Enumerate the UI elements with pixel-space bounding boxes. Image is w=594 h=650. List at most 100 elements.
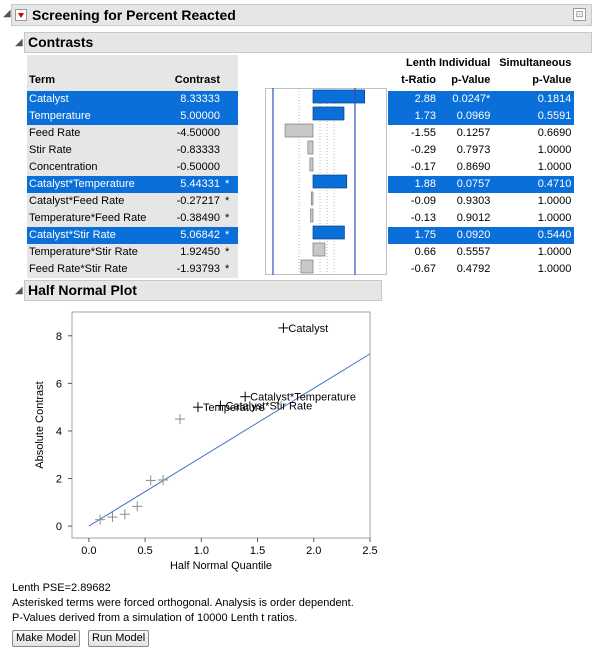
orthogonal-star-cell: * — [222, 210, 238, 227]
lenth-t-ratio-cell: 1.88 — [388, 176, 439, 193]
contrast-row[interactable]: Catalyst*Feed Rate -0.27217 * -0.09 0.9303 1.… — [27, 193, 574, 210]
data-point[interactable] — [192, 402, 203, 413]
bar-chart-frame — [265, 88, 387, 275]
orthogonal-star-cell — [222, 91, 238, 108]
data-point[interactable] — [215, 400, 226, 411]
contrast-bar — [310, 208, 314, 223]
simultaneous-header-bottom: p-Value — [532, 74, 572, 86]
point-label: Catalyst — [288, 323, 328, 335]
contrast-row[interactable]: Feed Rate -4.50000 -1.55 0.1257 0.6690 — [27, 125, 574, 142]
lenth-t-ratio-cell: -0.13 — [410, 212, 436, 224]
contrast-row[interactable]: Catalyst*Temperature 5.44331 * 1.88 0.0757 0.… — [27, 176, 575, 193]
pin-icon[interactable]: ⊡ — [573, 8, 586, 21]
lenth-t-ratio-cell: 0.66 — [414, 246, 436, 258]
data-point[interactable] — [240, 391, 251, 402]
contrasts-disclosure-icon[interactable]: ◢ — [15, 37, 23, 48]
individual-p-value-cell: 0.0920 — [439, 227, 494, 244]
contrast-value-cell: -0.50000 — [158, 159, 222, 176]
individual-p-value-cell: 0.1257 — [456, 127, 491, 139]
term-cell: Catalyst*Temperature — [27, 176, 158, 193]
data-point[interactable] — [132, 501, 143, 512]
simultaneous-column-header[interactable]: Simultaneous p-Value — [493, 55, 575, 91]
star-column-header — [222, 55, 238, 91]
orthogonal-star-cell: * — [222, 176, 238, 193]
orthogonal-star-cell — [222, 159, 238, 176]
data-point[interactable] — [95, 514, 106, 525]
term-cell: Temperature — [27, 108, 158, 125]
make-model-button[interactable]: Make Model — [12, 630, 80, 647]
data-point[interactable] — [158, 474, 169, 485]
individual-p-value-cell: 0.0969 — [439, 108, 494, 125]
data-point[interactable] — [145, 475, 156, 486]
x-tick-label: 1.5 — [250, 545, 265, 557]
data-point[interactable] — [278, 322, 289, 333]
contrast-row[interactable]: Stir Rate -0.83333 -0.29 0.7973 1.0000 — [27, 142, 574, 159]
half-normal-disclosure-icon[interactable]: ◢ — [15, 285, 23, 296]
contrast-row[interactable]: Catalyst*Stir Rate 5.06842 * 1.75 0.0920 0.54… — [27, 227, 575, 244]
contrast-value-cell: -0.83333 — [158, 142, 222, 159]
x-tick-label: 2.5 — [362, 545, 377, 557]
lenth-header-bottom: t-Ratio — [401, 74, 436, 86]
term-cell: Catalyst*Feed Rate — [27, 193, 158, 210]
y-tick-label: 6 — [56, 378, 62, 390]
contrast-bar — [312, 225, 345, 240]
contrast-bar — [312, 89, 366, 104]
point-label: Catalyst*Stir Rate — [225, 400, 312, 412]
individual-column-header[interactable]: Individual p-Value — [439, 55, 494, 91]
contrast-bar — [284, 123, 314, 138]
term-cell: Temperature*Feed Rate — [27, 210, 158, 227]
individual-p-value-cell: 0.0757 — [439, 176, 494, 193]
individual-p-value-cell: 0.0247* — [439, 91, 494, 108]
contrasts-header — [24, 32, 592, 53]
half-normal-header — [24, 280, 382, 301]
contrast-bar — [310, 191, 314, 206]
orthogonal-star-cell: * — [222, 227, 238, 244]
individual-p-value-cell: 0.7973 — [456, 144, 491, 156]
contrast-row[interactable]: Feed Rate*Stir Rate -1.93793 * -0.67 0.4792 1… — [27, 261, 574, 278]
individual-p-value-cell: 0.5557 — [456, 246, 491, 258]
lenth-column-header[interactable]: Lenth t-Ratio — [388, 55, 439, 91]
contrast-row[interactable]: Temperature 5.00000 1.73 0.0969 0.5591 — [27, 108, 575, 125]
report-header — [11, 4, 592, 26]
simultaneous-p-value-cell: 1.0000 — [537, 263, 572, 275]
data-point[interactable] — [174, 414, 185, 425]
term-cell: Feed Rate*Stir Rate — [27, 261, 158, 278]
contrast-value-cell: 5.06842 — [158, 227, 222, 244]
orthogonal-star-cell — [222, 108, 238, 125]
lenth-t-ratio-cell: -0.09 — [410, 195, 436, 207]
simultaneous-p-value-cell: 1.0000 — [537, 212, 572, 224]
x-tick-label: 0.0 — [81, 545, 96, 557]
orthogonal-star-cell — [222, 142, 238, 159]
reference-line — [88, 353, 371, 527]
red-triangle-menu-icon[interactable] — [15, 9, 27, 21]
half-normal-plot: 0.0 0.5 1.0 1.5 2.0 2.502468TemperatureCataly… — [34, 311, 378, 572]
y-tick-label: 8 — [56, 331, 62, 343]
report-disclosure-icon[interactable]: ◢ — [3, 8, 11, 19]
point-label: Catalyst*Temperature — [250, 392, 356, 404]
contrast-bar — [312, 106, 345, 121]
report-title: Screening for Percent Reacted — [32, 7, 236, 23]
lenth-t-ratio-cell: -0.17 — [410, 161, 436, 173]
x-tick-label: 1.0 — [194, 545, 209, 557]
individual-p-value-cell: 0.8690 — [456, 161, 491, 173]
lenth-t-ratio-cell: -0.67 — [410, 263, 436, 275]
contrast-column-header[interactable]: Contrast — [158, 55, 222, 91]
lenth-t-ratio-cell: -0.29 — [410, 144, 436, 156]
term-cell: Catalyst — [27, 91, 158, 108]
term-cell: Temperature*Stir Rate — [27, 244, 158, 261]
pvalue-note: P-Values derived from a simulation of 10… — [12, 612, 298, 624]
bar-column-header — [238, 55, 388, 91]
term-column-header[interactable]: Term — [27, 55, 158, 91]
contrast-value-cell: 5.00000 — [158, 108, 222, 125]
simultaneous-p-value-cell: 0.1814 — [493, 91, 575, 108]
contrast-row[interactable]: Concentration -0.50000 -0.17 0.8690 1.0000 — [27, 159, 574, 176]
lenth-header-top: Lenth — [406, 57, 436, 69]
contrast-row[interactable]: Temperature*Stir Rate 1.92450 * 0.66 0.5557 1… — [27, 244, 574, 261]
data-point[interactable] — [119, 509, 130, 520]
run-model-button[interactable]: Run Model — [88, 630, 150, 647]
data-point[interactable] — [107, 512, 118, 523]
contrast-bar — [312, 174, 348, 189]
orthogonal-star-cell: * — [222, 261, 238, 278]
contrast-row[interactable]: Temperature*Feed Rate -0.38490 * -0.13 0.901… — [27, 210, 574, 227]
individual-p-value-cell: 0.4792 — [456, 263, 491, 275]
